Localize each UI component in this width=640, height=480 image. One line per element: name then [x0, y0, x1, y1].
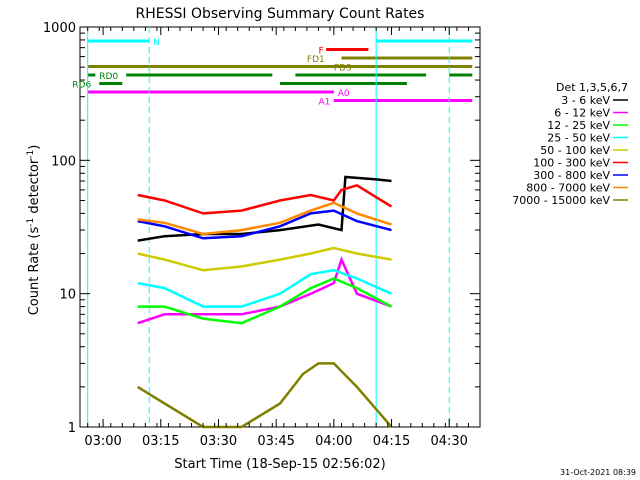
legend-label-100-300-kev: 100 - 300 keV [533, 157, 610, 170]
legend-title: Det 1,3,5,6,7 [556, 81, 628, 94]
series-line-50-100-kev [137, 246, 392, 272]
y-tick-label: 10 [59, 288, 76, 303]
x-tick-label: 04:30 [430, 434, 467, 449]
legend-label-50-100-kev: 50 - 100 keV [540, 144, 610, 157]
x-tick-label: 04:15 [373, 434, 410, 449]
series-line-3-6-kev [137, 175, 392, 242]
series-line-100-300-kev [137, 183, 393, 215]
series-line-12-25-kev [137, 277, 393, 325]
series-layer [137, 175, 393, 429]
x-tick-label: 04:00 [315, 434, 352, 449]
legend-label-800-7000-kev: 800 - 7000 keV [526, 182, 610, 195]
y-tick-label: 1000 [43, 21, 76, 36]
legend-label-300-800-kev: 300 - 800 keV [533, 169, 610, 182]
series-line-300-800-kev [137, 209, 392, 240]
flag-label-n: N [153, 38, 160, 48]
flag-label-rd0: RD0 [99, 72, 118, 82]
x-axis-label: Start Time (18-Sep-15 02:56:02) [174, 457, 385, 472]
flag-label-fd3: FD3 [334, 64, 352, 74]
x-tick-label: 03:00 [84, 434, 121, 449]
legend-label-6-12-kev: 6 - 12 keV [554, 107, 610, 120]
flag-label-fd1: FD1 [307, 55, 325, 65]
x-tick-label: 03:45 [257, 434, 294, 449]
legend-label-25-50-kev: 25 - 50 keV [547, 132, 610, 145]
legend-label-3-6-kev: 3 - 6 keV [561, 94, 610, 107]
flag-label-rd6: RD6 [72, 81, 91, 91]
y-tick-label: 100 [51, 154, 76, 169]
flag-label-f: F [318, 47, 323, 57]
axes-layer: 1 10 100 1000 03:00 03:15 03:30 03:45 04:00 04:15… [43, 21, 480, 449]
flag-label-a0: A0 [338, 89, 350, 99]
series-line-800-7000-kev [137, 201, 392, 236]
x-tick-label: 03:15 [142, 434, 179, 449]
x-tick-label: 03:30 [200, 434, 237, 449]
chart-title: RHESSI Observing Summary Count Rates [136, 6, 425, 22]
series-line-7000-15000-kev [137, 362, 393, 429]
timestamp: 31-Oct-2021 08:39 [560, 468, 636, 477]
legend-label-12-25-kev: 12 - 25 keV [547, 119, 610, 132]
legend-label-7000-15000-kev: 7000 - 15000 keV [512, 194, 610, 207]
vlines-layer [87, 27, 450, 427]
flag-label-a1: A1 [318, 98, 330, 108]
y-tick-label: 1 [68, 421, 76, 436]
plot-frame [79, 26, 481, 428]
series-line-25-50-kev [137, 268, 393, 308]
y-axis-label: Count Rate (s-1 detector-1) [26, 145, 42, 316]
